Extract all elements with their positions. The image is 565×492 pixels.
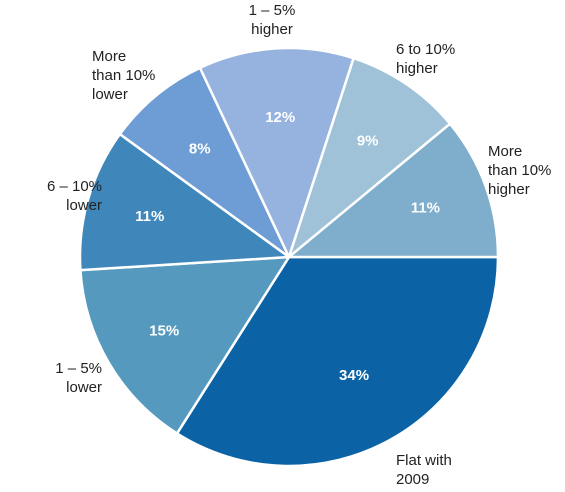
slice-category-label-line: lower xyxy=(92,86,128,103)
pie-slice xyxy=(79,255,291,435)
slice-category-label: 6 to 10% higher xyxy=(396,41,455,77)
slice-category-label: 1 – 5% higher xyxy=(249,2,296,38)
slice-category-label-line: than 10% xyxy=(488,162,551,179)
slice-category-label-line: than 10% xyxy=(92,67,155,84)
slice-value-label: 12% xyxy=(265,109,295,126)
slice-value-label: 15% xyxy=(149,322,179,339)
slice-category-label: 1 – 5% lower xyxy=(55,360,102,396)
pie-slice xyxy=(287,56,452,259)
slice-category-label-line: lower xyxy=(66,379,102,396)
slice-category-label-line: higher xyxy=(251,21,293,38)
pie-slice xyxy=(198,46,355,259)
slice-category-label: 6 – 10% lower xyxy=(47,178,102,214)
slice-category-label-line: 2009 xyxy=(396,471,429,488)
slice-category-label-line: 1 – 5% xyxy=(249,2,296,19)
slice-value-label: 9% xyxy=(357,133,379,150)
slice-category-label-line: More xyxy=(92,48,126,65)
slice-category-label-line: higher xyxy=(396,60,438,77)
slice-category-label-line: 6 to 10% xyxy=(396,41,455,58)
slice-value-label: 8% xyxy=(189,141,211,158)
slice-value-label: 11% xyxy=(411,199,440,216)
slice-category-label-line: higher xyxy=(488,181,530,198)
slice-category-label-line: 1 – 5% xyxy=(55,360,102,377)
slice-value-label: 34% xyxy=(339,367,369,384)
slice-category-label-line: lower xyxy=(66,197,102,214)
pie-slice xyxy=(287,122,500,259)
slice-category-label: More than 10% higher xyxy=(488,143,551,198)
slice-category-label: More than 10% lower xyxy=(92,48,155,103)
slice-category-label-line: More xyxy=(488,143,522,160)
pie-slice xyxy=(118,66,291,259)
slice-category-label-line: Flat with xyxy=(396,452,452,469)
pie-slice xyxy=(78,132,291,272)
slice-category-label-line: 6 – 10% xyxy=(47,178,102,195)
slice-value-label: 11% xyxy=(135,208,164,225)
slice-category-label: Flat with 2009 xyxy=(396,452,452,488)
